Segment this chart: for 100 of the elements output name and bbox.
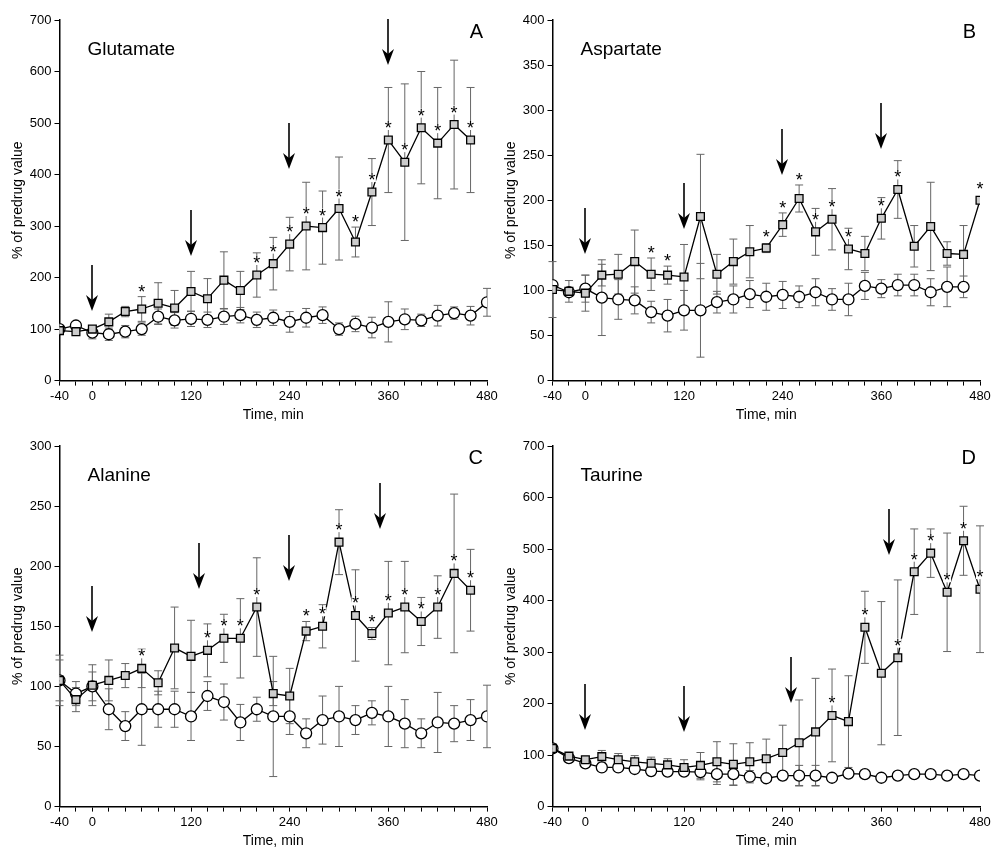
y-tick-label: 100 xyxy=(29,320,52,336)
x-tick-label: -40 xyxy=(543,387,562,403)
x-tick-label: 0 xyxy=(581,813,589,829)
data-label: * xyxy=(351,212,359,233)
annotation: C xyxy=(468,445,483,468)
y-tick-label: 50 xyxy=(37,738,52,754)
x-tick-label: 360 xyxy=(870,813,893,829)
x-tick-label: 120 xyxy=(673,813,695,829)
data-label: * xyxy=(976,179,984,200)
data-label: * xyxy=(236,616,244,637)
x-tick-label: 0 xyxy=(88,813,96,829)
y-tick-label: 150 xyxy=(522,236,545,252)
y-tick-label: 700 xyxy=(522,437,545,453)
data-label: * xyxy=(401,140,409,161)
y-axis-title: % of predrug value xyxy=(9,567,26,686)
data-label: * xyxy=(960,518,968,539)
x-tick-label: 360 xyxy=(377,387,400,403)
x-tick-label: 240 xyxy=(278,813,301,829)
y-tick-label: 100 xyxy=(522,282,545,298)
data-label: * xyxy=(877,196,885,217)
x-tick-label: -40 xyxy=(50,813,69,829)
y-tick-label: 500 xyxy=(29,114,52,130)
y-tick-label: 250 xyxy=(29,497,52,513)
x-tick-label: 240 xyxy=(278,387,301,403)
data-label: * xyxy=(927,531,935,552)
data-label: * xyxy=(368,170,376,191)
data-label: * xyxy=(302,204,310,225)
y-tick-label: 200 xyxy=(29,269,52,285)
data-label: * xyxy=(384,591,392,612)
data-label: * xyxy=(762,227,770,248)
data-label: * xyxy=(434,585,442,606)
x-axis-title: Time, min xyxy=(735,406,797,423)
y-tick-label: 250 xyxy=(522,146,545,162)
y-tick-label: 600 xyxy=(29,63,52,79)
x-tick-label: 480 xyxy=(969,387,991,403)
x-tick-label: 120 xyxy=(673,387,695,403)
y-tick-label: 150 xyxy=(29,617,52,633)
data-label: * xyxy=(368,612,376,633)
y-axis-title: % of predrug value xyxy=(502,141,519,260)
annotation: B xyxy=(962,19,976,42)
y-tick-label: 200 xyxy=(522,695,545,711)
annotation: D xyxy=(961,445,976,468)
y-tick-label: 300 xyxy=(29,437,52,453)
y-tick-label: 0 xyxy=(44,372,52,388)
x-tick-label: 120 xyxy=(180,813,202,829)
y-tick-label: 500 xyxy=(522,540,545,556)
data-label: * xyxy=(417,105,425,126)
y-axis-title: % of predrug value xyxy=(9,141,26,260)
y-tick-label: 200 xyxy=(522,191,545,207)
data-label: * xyxy=(467,568,475,589)
data-label: * xyxy=(253,585,261,606)
y-tick-label: 400 xyxy=(522,592,545,608)
x-tick-label: 480 xyxy=(476,813,498,829)
text: Taurine xyxy=(580,464,643,486)
x-tick-label: 480 xyxy=(969,813,991,829)
x-tick-label: -40 xyxy=(50,387,69,403)
data-label: * xyxy=(220,616,228,637)
data-label: * xyxy=(861,605,869,626)
data-label: * xyxy=(976,567,984,588)
data-label: * xyxy=(943,570,951,591)
data-label: * xyxy=(828,693,836,714)
y-tick-label: 300 xyxy=(522,101,545,117)
y-tick-label: 350 xyxy=(522,56,545,72)
y-tick-label: 50 xyxy=(530,327,545,343)
y-tick-label: 0 xyxy=(537,372,545,388)
y-tick-label: 300 xyxy=(29,217,52,233)
x-axis-title: Time, min xyxy=(242,406,304,423)
data-label: * xyxy=(417,599,425,620)
data-label: * xyxy=(467,118,475,138)
y-tick-label: 0 xyxy=(44,798,52,814)
x-tick-label: -40 xyxy=(543,813,562,829)
data-label: * xyxy=(384,118,392,138)
data-label: * xyxy=(253,252,261,273)
data-label: * xyxy=(812,209,820,230)
data-label: * xyxy=(269,241,277,262)
data-label: * xyxy=(401,585,409,606)
data-label: * xyxy=(319,205,327,226)
data-label: * xyxy=(795,169,803,190)
data-label: * xyxy=(450,102,458,123)
data-label: * xyxy=(286,222,294,243)
y-tick-label: 200 xyxy=(29,557,52,573)
x-tick-label: 240 xyxy=(771,813,794,829)
x-tick-label: 480 xyxy=(476,387,498,403)
text: Aspartate xyxy=(580,38,662,60)
y-tick-label: 400 xyxy=(29,166,52,182)
data-label: * xyxy=(844,226,852,247)
text: Alanine xyxy=(87,464,151,486)
x-tick-label: 0 xyxy=(88,387,96,403)
y-axis-title: % of predrug value xyxy=(502,567,519,686)
data-label: * xyxy=(319,604,327,625)
data-label: * xyxy=(450,551,458,572)
data-label: * xyxy=(664,251,672,272)
data-label: * xyxy=(894,167,902,188)
data-label: * xyxy=(434,121,442,142)
y-tick-label: 100 xyxy=(29,677,52,693)
data-label: * xyxy=(779,197,787,218)
data-label: * xyxy=(894,635,902,656)
y-tick-label: 600 xyxy=(522,489,545,505)
x-tick-label: 360 xyxy=(870,387,893,403)
x-axis-title: Time, min xyxy=(735,832,797,849)
